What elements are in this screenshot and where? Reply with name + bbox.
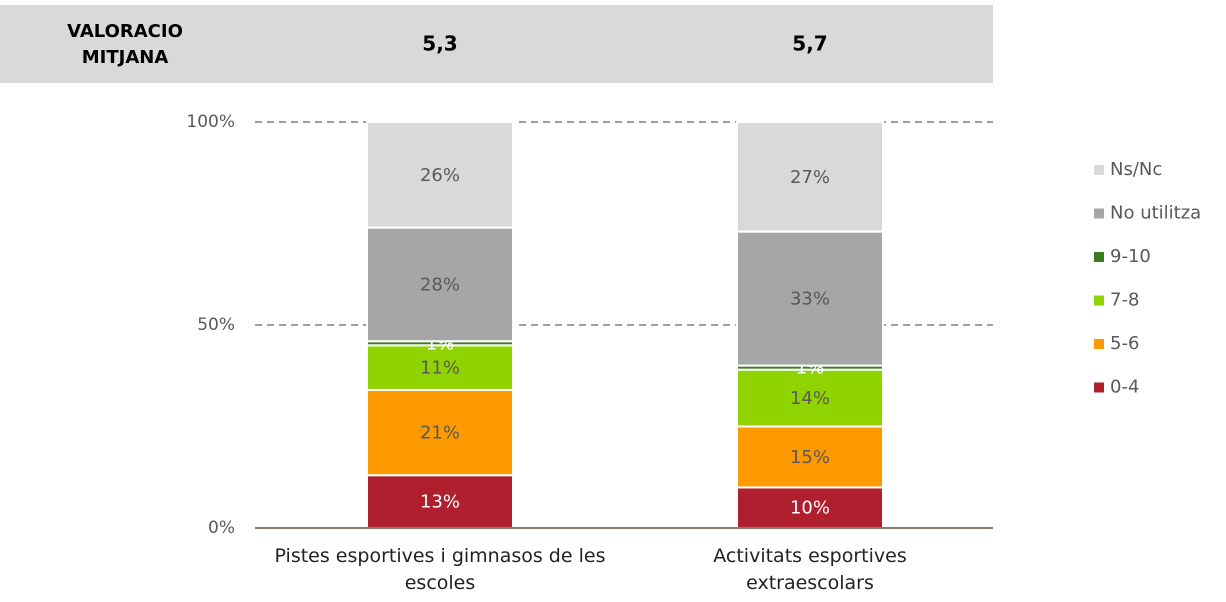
legend-label: No utilitza (1110, 203, 1201, 224)
legend-label: 7-8 (1110, 290, 1139, 311)
bar-segment (366, 388, 514, 477)
legend-label: Ns/Nc (1110, 159, 1162, 180)
legend-swatch (1094, 208, 1104, 219)
x-tick-label: Pistes esportives i gimnasos de les esco… (274, 545, 606, 594)
y-tick-label: 50% (197, 315, 235, 335)
legend-swatch (1094, 252, 1104, 262)
data-label: 33% (790, 289, 830, 310)
header-value: 5,7 (792, 32, 827, 56)
y-tick-label: 100% (186, 112, 235, 132)
data-label: 13% (420, 492, 460, 513)
legend-swatch (1094, 339, 1104, 349)
bar-segment (736, 425, 884, 489)
bar-segment (736, 230, 884, 367)
legend-label: 9-10 (1110, 246, 1151, 267)
legend-swatch (1094, 295, 1104, 306)
data-label: 10% (790, 498, 830, 519)
data-label: 14% (790, 388, 830, 409)
header-value: 5,3 (422, 32, 457, 56)
legend-label: 0-4 (1110, 377, 1139, 398)
bar-segment (736, 121, 884, 233)
x-tick-label: Activitats esportives extraescolars (713, 545, 907, 594)
data-label: 21% (420, 423, 460, 444)
data-label: 15% (790, 447, 830, 468)
bar-segment (366, 121, 514, 229)
header-label: VALORACIO (67, 21, 183, 42)
header-band (0, 5, 993, 83)
legend-label: 5-6 (1110, 333, 1139, 354)
data-label: 11% (420, 358, 460, 379)
data-label: 28% (420, 274, 460, 295)
y-tick-label: 0% (208, 518, 235, 538)
data-label: 27% (790, 167, 830, 188)
bar-segment (366, 226, 514, 343)
header-label: MITJANA (82, 47, 169, 68)
data-label: 26% (420, 165, 460, 186)
legend-swatch (1094, 165, 1104, 175)
legend-swatch (1094, 382, 1104, 393)
